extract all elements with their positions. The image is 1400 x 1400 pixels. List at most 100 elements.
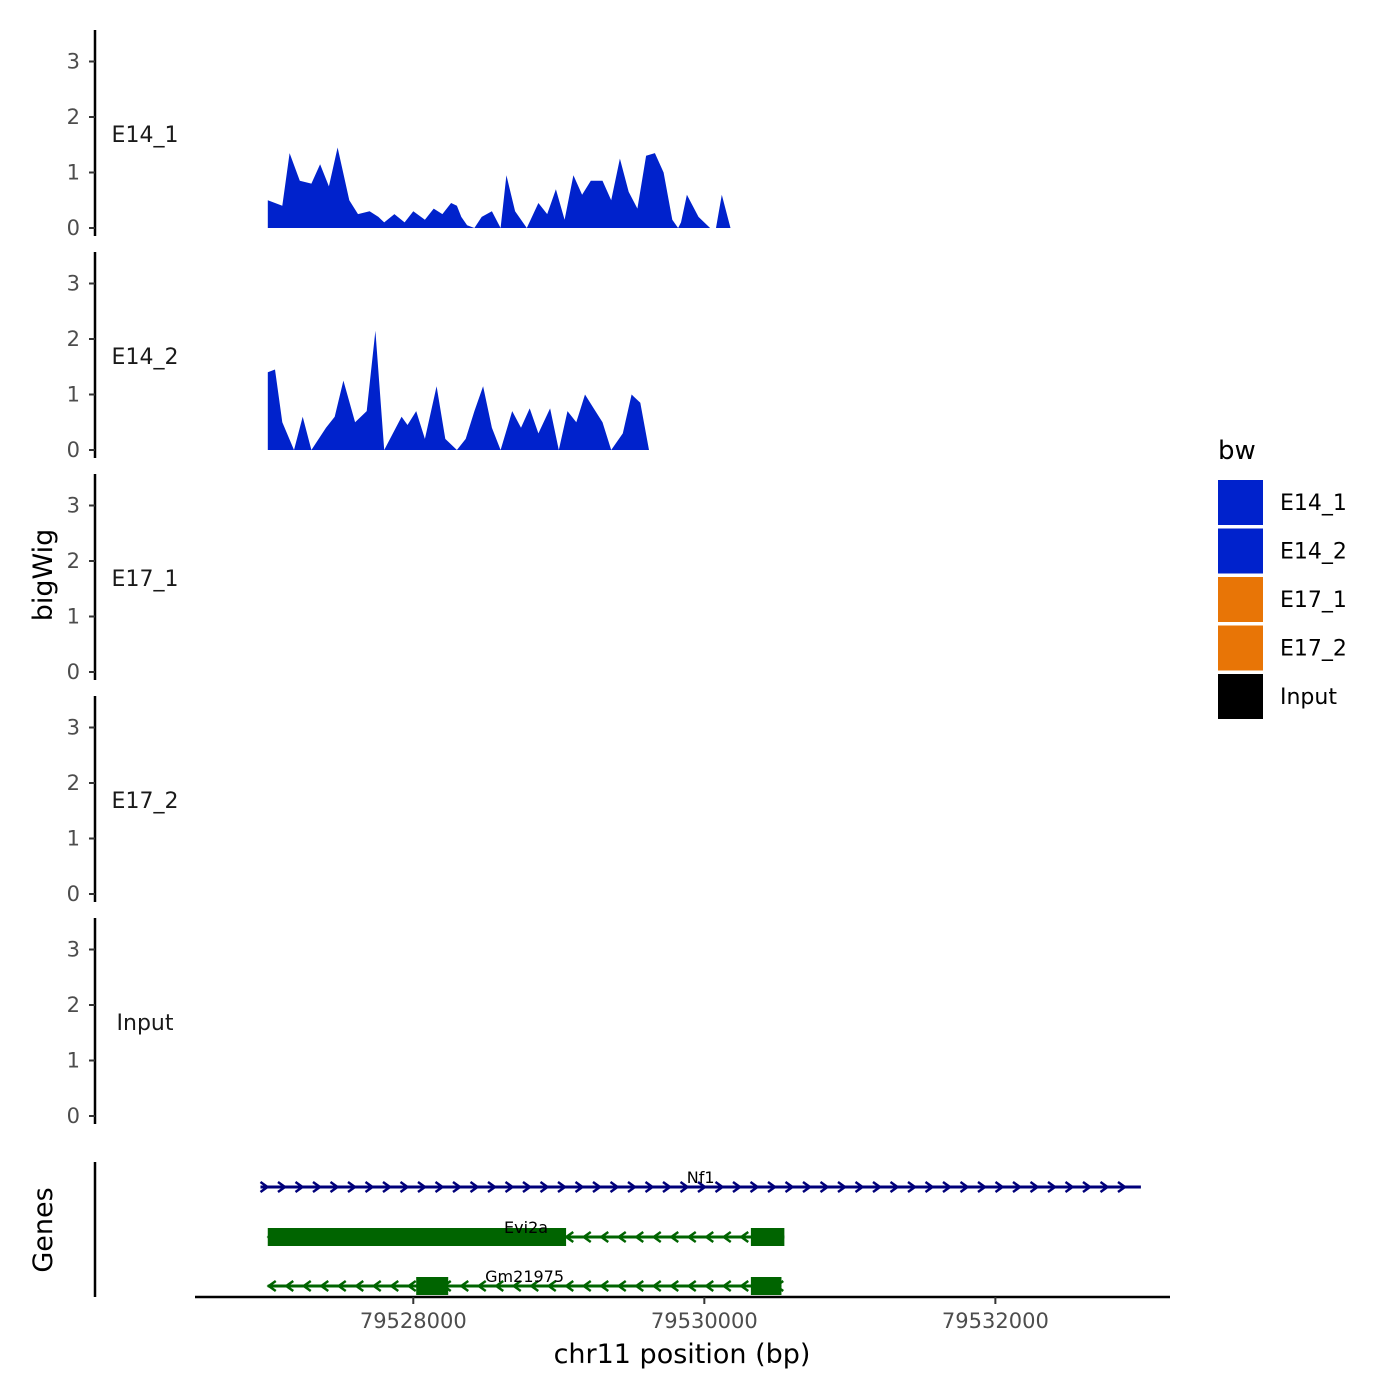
- strand-arrow: [721, 1279, 732, 1293]
- strand-arrow: [977, 1180, 988, 1194]
- strand-arrow: [1082, 1180, 1093, 1194]
- x-axis-title: chr11 position (bp): [554, 1339, 811, 1370]
- gene-Evi2a: Evi2a: [266, 1218, 785, 1246]
- track-label-E14_1: E14_1: [112, 123, 179, 148]
- strand-arrow: [721, 1230, 732, 1244]
- strand-arrow: [511, 1279, 522, 1293]
- strand-arrow: [266, 1279, 277, 1293]
- legend-label-Input: Input: [1280, 685, 1337, 710]
- strand-arrow: [434, 1180, 445, 1194]
- strand-arrow: [284, 1279, 294, 1293]
- strand-arrow: [669, 1230, 679, 1244]
- strand-arrow: [942, 1180, 953, 1194]
- y-tick-label: 0: [67, 216, 80, 240]
- strand-arrow: [704, 1279, 714, 1293]
- strand-arrow: [714, 1180, 725, 1194]
- track-label-Input: Input: [117, 1011, 174, 1036]
- strand-arrow: [557, 1180, 568, 1194]
- strand-arrow: [564, 1279, 574, 1293]
- track-E14_1: 0 1 2 3 E14_1: [67, 30, 1136, 240]
- strand-arrow: [364, 1180, 375, 1194]
- track-label-E14_2: E14_2: [112, 345, 179, 370]
- y-tick-label: 0: [67, 438, 80, 462]
- strand-arrow: [616, 1230, 627, 1244]
- y-tick-label: 3: [67, 716, 80, 740]
- strand-arrow: [469, 1180, 480, 1194]
- strand-arrow: [599, 1279, 609, 1293]
- y-tick-label: 0: [67, 1104, 80, 1128]
- strand-arrow: [389, 1279, 399, 1293]
- track-label-E17_2: E17_2: [112, 789, 179, 814]
- legend-key-E14_2: [1218, 528, 1263, 574]
- track-E17_2: 0 1 2 3 E17_2: [67, 696, 179, 906]
- strand-arrow: [749, 1180, 760, 1194]
- strand-arrow: [644, 1180, 655, 1194]
- strand-arrow: [371, 1279, 382, 1293]
- strand-arrow: [581, 1279, 592, 1293]
- strand-arrow: [599, 1230, 609, 1244]
- strand-arrow: [837, 1180, 848, 1194]
- y-tick-label: 1: [67, 161, 80, 185]
- strand-arrow: [529, 1279, 539, 1293]
- strand-arrow: [686, 1230, 697, 1244]
- y-tick-label: 2: [67, 771, 80, 795]
- y-tick-label: 1: [67, 827, 80, 851]
- legend-key-E14_1: [1218, 480, 1263, 525]
- strand-arrow: [669, 1279, 679, 1293]
- strand-arrow: [739, 1230, 749, 1244]
- legend-label-E17_2: E17_2: [1280, 637, 1347, 662]
- strand-arrow: [907, 1180, 918, 1194]
- track-Input: 0 1 2 3 Input: [67, 918, 174, 1128]
- strand-arrow: [767, 1180, 778, 1194]
- exon: [416, 1277, 449, 1295]
- strand-arrow: [686, 1279, 697, 1293]
- gene-label-Nf1: Nf1: [687, 1168, 715, 1187]
- x-tick-label: 79530000: [651, 1309, 758, 1333]
- x-tick-label: 79532000: [942, 1309, 1049, 1333]
- strand-arrow: [616, 1279, 627, 1293]
- y-tick-label: 1: [67, 383, 80, 407]
- strand-arrow: [347, 1180, 358, 1194]
- x-tick-label: 79528000: [360, 1309, 467, 1333]
- strand-arrow: [546, 1279, 557, 1293]
- y-tick-label: 2: [67, 993, 80, 1017]
- strand-arrow: [592, 1180, 603, 1194]
- strand-arrow: [581, 1230, 592, 1244]
- y-axis-title: bigWig: [28, 529, 59, 622]
- strand-arrow: [1029, 1180, 1040, 1194]
- strand-arrow: [994, 1180, 1005, 1194]
- y-tick-label: 2: [67, 549, 80, 573]
- y-tick-label: 3: [67, 938, 80, 962]
- strand-arrow: [784, 1180, 795, 1194]
- strand-arrow: [651, 1279, 662, 1293]
- strand-arrow: [1047, 1180, 1058, 1194]
- strand-arrow: [494, 1279, 504, 1293]
- strand-arrow: [634, 1230, 644, 1244]
- track-label-E17_1: E17_1: [112, 567, 179, 592]
- strand-arrow: [651, 1230, 662, 1244]
- strand-arrow: [354, 1279, 364, 1293]
- track-E14_2: 0 1 2 3 E14_2: [67, 252, 1136, 462]
- strand-arrow: [319, 1279, 329, 1293]
- legend-title: bw: [1218, 436, 1256, 466]
- strand-arrow: [1117, 1180, 1128, 1194]
- track-E17_1: 0 1 2 3 E17_1: [67, 474, 179, 684]
- exon: [750, 1228, 785, 1246]
- strand-arrow: [564, 1230, 574, 1244]
- strand-arrow: [609, 1180, 620, 1194]
- y-tick-label: 2: [67, 105, 80, 129]
- strand-arrow: [277, 1180, 288, 1194]
- strand-arrow: [959, 1180, 970, 1194]
- strand-arrow: [301, 1279, 312, 1293]
- legend: bw E14_1 E14_2 E17_1 E17_2 Input: [1218, 436, 1347, 719]
- strand-arrow: [574, 1180, 585, 1194]
- strand-arrow: [662, 1180, 673, 1194]
- legend-label-E14_1: E14_1: [1280, 491, 1347, 516]
- signal-area-E14_1: [267, 147, 1136, 228]
- strand-arrow: [1099, 1180, 1110, 1194]
- strand-arrow: [417, 1180, 428, 1194]
- legend-key-E17_2: [1218, 625, 1263, 671]
- strand-arrow: [399, 1180, 410, 1194]
- track-panels: 0 1 2 3 E14_1 0 1 2 3 E14_2 0 1 2 3 E17_1 0 1 2 3 E17_2 0 1 2 3…: [67, 30, 1136, 1128]
